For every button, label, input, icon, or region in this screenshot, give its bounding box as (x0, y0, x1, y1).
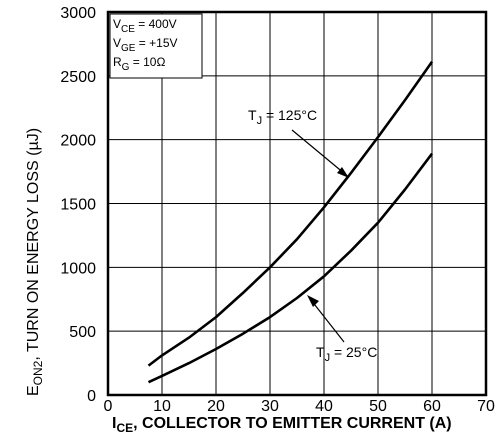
series-label-125c-rest: = 125°C (262, 107, 317, 123)
series-label-25c-rest: = 25°C (330, 344, 377, 360)
series-label-25c-main: T (316, 344, 325, 360)
arrow-125c-head (337, 167, 349, 178)
x-axis-label-sub: CE (116, 421, 133, 435)
series-line-0 (147, 61, 434, 367)
series-label-125c: TJ = 125°C (248, 107, 317, 127)
series-line-1 (147, 152, 434, 384)
y-axis-label: EON2, TURN ON ENERGY LOSS (µJ) (25, 128, 45, 396)
condition-line: VCE = 400V (113, 17, 177, 35)
y-tick-label: 0 (87, 388, 96, 405)
y-axis-label-main: E (25, 385, 42, 396)
x-tick-label: 10 (153, 398, 171, 415)
x-axis-label: ICE, COLLECTOR TO EMITTER CURRENT (A) (112, 415, 452, 435)
arrow-125c-line (291, 129, 346, 175)
y-tick-label: 1000 (60, 260, 96, 277)
axis-labels: ICE, COLLECTOR TO EMITTER CURRENT (A) EON… (25, 128, 452, 435)
y-axis-label-sub: ON2 (31, 360, 45, 385)
x-axis-label-main: I (112, 415, 116, 432)
x-tick-label: 30 (261, 398, 279, 415)
conditions-box-border (109, 13, 203, 79)
y-tick-label: 2000 (60, 133, 96, 150)
series-label-25c: TJ = 25°C (316, 344, 377, 364)
condition-line-sub: GE (121, 43, 136, 54)
x-tick-label: 60 (423, 398, 441, 415)
condition-line-sub: G (122, 62, 130, 73)
x-tick-label: 40 (315, 398, 333, 415)
x-axis-label-rest: , COLLECTOR TO EMITTER CURRENT (A) (133, 415, 452, 432)
condition-line-rest: = +15V (135, 36, 177, 50)
condition-line-main: R (113, 55, 122, 69)
series-label-125c-main: T (248, 107, 257, 123)
series-label-125c-sub: J (257, 115, 263, 127)
x-tick-label: 20 (207, 398, 225, 415)
x-tick-label: 70 (477, 398, 495, 415)
plot-border (106, 10, 488, 397)
series-label-25c-sub: J (325, 352, 331, 364)
arrow-25c-head (307, 295, 319, 307)
y-tick-label: 2500 (60, 69, 96, 86)
x-tick-label: 50 (369, 398, 387, 415)
tick-labels: 0 10 20 30 40 50 60 70 0 500 1000 1500 2000 2500 3000 (60, 5, 495, 415)
condition-line-rest: = 10Ω (129, 55, 165, 69)
y-tick-label: 1500 (60, 197, 96, 214)
series-annotations: TJ = 125°CTJ = 25°C (248, 107, 377, 364)
condition-line: RG = 10Ω (113, 55, 165, 73)
condition-line-sub: CE (121, 24, 135, 35)
plot-frame (106, 10, 488, 397)
condition-line-rest: = 400V (135, 17, 177, 31)
y-tick-label: 3000 (60, 5, 96, 22)
x-tick-label: 0 (104, 398, 113, 415)
curves (147, 61, 434, 384)
condition-line: VGE = +15V (113, 36, 178, 54)
y-axis-label-rest: , TURN ON ENERGY LOSS (µJ) (25, 128, 42, 361)
condition-line-main: V (113, 36, 121, 50)
arrow-25c-line (310, 299, 345, 343)
condition-line-main: V (113, 17, 121, 31)
y-tick-label: 500 (69, 324, 96, 341)
